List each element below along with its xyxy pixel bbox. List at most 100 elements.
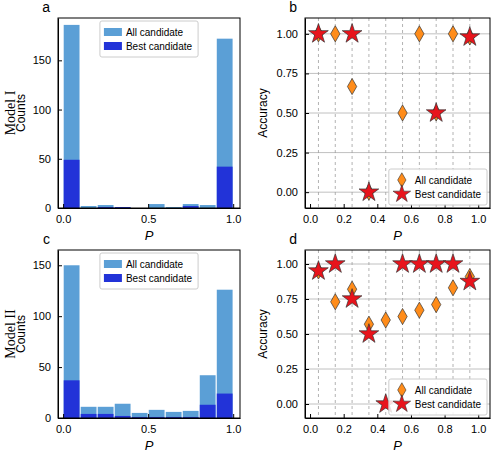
point [398, 308, 407, 324]
tick-mark [305, 34, 309, 35]
grid [305, 18, 490, 208]
tick-mark [58, 265, 62, 266]
tick-mark [58, 159, 62, 160]
panel-label: b [289, 0, 297, 15]
legend-marker [393, 185, 411, 202]
point [426, 103, 446, 122]
tick-label: 0.50 [277, 328, 298, 340]
tick-label: 1.00 [277, 28, 298, 40]
panel: 0.00.51.0050100150All candidateBest cand… [14, 231, 241, 453]
x-axis-title: P [145, 438, 154, 453]
tick: 0.8 [437, 414, 452, 435]
legend-marker [393, 395, 411, 412]
bar [183, 204, 199, 208]
plot-frame [58, 18, 240, 208]
tick-mark [305, 153, 309, 154]
panel: 0.00.20.40.60.81.00.000.250.500.751.00Al… [256, 0, 491, 243]
tick-label: 0.5 [141, 213, 156, 225]
point [398, 105, 407, 121]
point [460, 27, 480, 46]
legend-label: All candidate [126, 259, 184, 270]
point [331, 26, 340, 42]
point [415, 302, 424, 318]
tick: 0.5 [141, 414, 156, 435]
legend-swatch [104, 42, 122, 50]
point [309, 261, 329, 280]
plot-frame [305, 250, 490, 418]
tick-mark [305, 299, 309, 300]
bar [64, 160, 80, 208]
tick-label: 0.00 [277, 186, 298, 198]
legend-box [389, 379, 487, 415]
grid [305, 250, 490, 418]
tick-label: 0.4 [370, 213, 385, 225]
point [381, 312, 390, 328]
bar [217, 394, 233, 418]
tick-mark [305, 264, 309, 265]
tick-label: 0.0 [56, 423, 71, 435]
tick: 1.00 [277, 28, 309, 40]
legend-swatch [104, 260, 122, 268]
grid-line [335, 250, 336, 418]
tick-mark [344, 414, 345, 418]
point [448, 26, 457, 42]
tick-label: 150 [33, 259, 51, 271]
legend-label: All candidate [415, 385, 473, 396]
legend-label: All candidate [415, 175, 473, 186]
legend: All candidateBest candidate [100, 21, 198, 57]
legend-box [100, 21, 198, 57]
tick: 1.0 [226, 204, 241, 225]
point [426, 254, 446, 273]
tick-mark [58, 60, 62, 61]
point [309, 23, 329, 42]
tick-label: 1.0 [226, 423, 241, 435]
point [342, 23, 362, 42]
point [359, 182, 379, 201]
bar [149, 410, 165, 418]
tick-mark [305, 192, 309, 193]
legend-label: Best candidate [415, 189, 482, 200]
legend-box [389, 169, 487, 205]
y-axis: 0.000.250.500.751.00 [277, 251, 309, 419]
tick-label: 0.25 [277, 147, 298, 159]
panel-label: c [43, 231, 50, 247]
legend-label: Best candidate [415, 399, 482, 410]
x-axis: 0.00.20.40.60.81.0 [303, 204, 491, 225]
tick-mark [305, 404, 309, 405]
tick-label: 0.25 [277, 363, 298, 375]
tick-label: 0.2 [337, 213, 352, 225]
tick-label: 50 [39, 361, 51, 373]
point [415, 26, 424, 42]
panel-label: a [42, 0, 50, 15]
tick-mark [344, 204, 345, 208]
tick: 0.4 [370, 204, 385, 225]
bar [98, 414, 114, 418]
point [448, 280, 457, 296]
tick-label: 0.6 [404, 423, 419, 435]
figure: 0.00.51.0050100150All candidateBest cand… [0, 0, 500, 461]
bar [98, 407, 114, 418]
grid-line [352, 250, 353, 418]
tick: 0.00 [277, 398, 309, 410]
tick-label: 0.8 [437, 423, 452, 435]
tick: 0.5 [141, 204, 156, 225]
tick-label: 0.8 [437, 213, 452, 225]
bar [132, 413, 148, 418]
point [359, 324, 379, 343]
tick-label: 0.0 [303, 213, 318, 225]
bar [81, 407, 97, 418]
tick-mark [233, 204, 234, 208]
tick-label: 150 [33, 54, 51, 66]
tick-label: 0.75 [277, 293, 298, 305]
tick: 0.6 [404, 414, 419, 435]
tick: 0.75 [277, 67, 309, 79]
bar [217, 290, 233, 418]
legend: All candidate Best candidate [389, 169, 487, 205]
tick-mark [63, 414, 64, 418]
bar [149, 204, 165, 208]
tick: 0.50 [277, 328, 309, 340]
legend-label: All candidate [126, 27, 184, 38]
tick-label: 1.0 [471, 423, 486, 435]
tick: 0.50 [277, 107, 309, 119]
bar [115, 404, 131, 418]
